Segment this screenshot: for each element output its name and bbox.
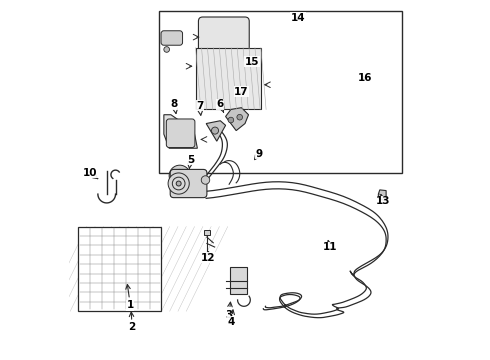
Circle shape [169,165,190,186]
Circle shape [201,176,210,184]
Text: 5: 5 [187,154,194,168]
Text: 16: 16 [358,73,372,83]
Text: 17: 17 [234,87,249,97]
Text: 7: 7 [196,101,203,115]
FancyBboxPatch shape [166,119,195,148]
Text: 15: 15 [245,57,259,67]
Bar [204,230,210,235]
FancyBboxPatch shape [161,31,183,45]
Circle shape [164,47,170,52]
Text: 11: 11 [322,240,337,252]
Circle shape [177,173,182,178]
Bar [159,11,402,173]
FancyBboxPatch shape [198,17,249,55]
Circle shape [176,181,181,186]
Text: 12: 12 [201,252,215,262]
Text: 1: 1 [126,284,134,310]
Text: 3: 3 [225,302,233,320]
Bar [78,226,161,311]
Polygon shape [206,121,225,141]
Text: 2: 2 [128,312,136,333]
Polygon shape [378,190,386,201]
Polygon shape [164,115,197,148]
Circle shape [168,173,189,194]
Text: 10: 10 [82,168,98,179]
Circle shape [212,127,219,134]
Text: 4: 4 [227,310,235,327]
Text: 6: 6 [217,99,224,112]
Bar [230,267,247,294]
Text: 9: 9 [254,149,263,159]
Bar [196,48,261,109]
Polygon shape [225,108,248,131]
FancyBboxPatch shape [170,170,207,198]
Circle shape [237,114,243,120]
Text: 13: 13 [375,195,390,206]
Text: 14: 14 [291,13,305,23]
Circle shape [228,117,234,123]
Text: 8: 8 [171,99,178,113]
